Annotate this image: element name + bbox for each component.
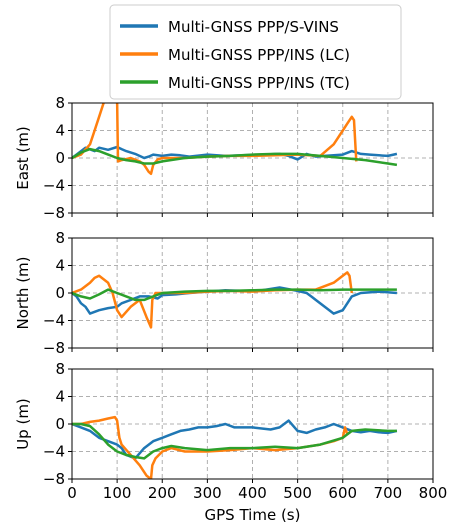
y-tick-label: 4	[55, 388, 65, 406]
x-tick-label: 800	[419, 484, 448, 502]
x-axis-label: GPS Time (s)	[205, 506, 301, 523]
y-tick-label: 8	[55, 360, 65, 378]
series-line-3	[72, 288, 397, 302]
series-line-1	[72, 145, 398, 161]
panel-2: 8 4 0 −4 −8 North (m)	[14, 229, 434, 357]
y-tick-label: 4	[55, 122, 65, 140]
series-line-3	[72, 147, 398, 167]
y-tick-label: −8	[43, 204, 65, 222]
legend-box	[109, 4, 402, 100]
panel-1: 8 4 0 −4 −8 East (m)	[14, 94, 434, 222]
series-line-3	[72, 422, 397, 460]
y-axis-label: North (m)	[14, 256, 32, 329]
series-line-2	[72, 103, 358, 176]
x-tick-label: 400	[238, 484, 267, 502]
x-tick-label: 700	[374, 484, 403, 502]
legend-label-1: Multi-GNSS PPP/S-VINS	[168, 18, 339, 36]
y-tick-label: 0	[55, 415, 65, 433]
legend-label-3: Multi-GNSS PPP/INS (TC)	[168, 74, 350, 92]
x-tick-label: 200	[148, 484, 177, 502]
x-tick-label: 600	[328, 484, 357, 502]
y-tick-label: −4	[43, 177, 65, 195]
y-tick-label: 8	[55, 229, 65, 247]
x-tick-label: 100	[103, 484, 132, 502]
y-tick-label: 8	[55, 94, 65, 112]
series-line-2	[72, 271, 354, 329]
y-axis-label: East (m)	[14, 126, 32, 189]
y-tick-label: 0	[55, 284, 65, 302]
y-tick-label: −4	[43, 443, 65, 461]
y-tick-label: 4	[55, 257, 65, 275]
y-tick-label: −8	[43, 470, 65, 488]
legend-label-2: Multi-GNSS PPP/INS (LC)	[168, 46, 350, 64]
y-axis-label: Up (m)	[14, 398, 32, 450]
legend: Multi-GNSS PPP/S-VINS Multi-GNSS PPP/INS …	[109, 4, 402, 100]
y-tick-label: −4	[43, 312, 65, 330]
x-tick-label: 300	[193, 484, 222, 502]
x-tick-label: 500	[283, 484, 312, 502]
y-tick-label: 0	[55, 149, 65, 167]
x-tick-label: 0	[67, 484, 77, 502]
y-tick-label: −8	[43, 339, 65, 357]
